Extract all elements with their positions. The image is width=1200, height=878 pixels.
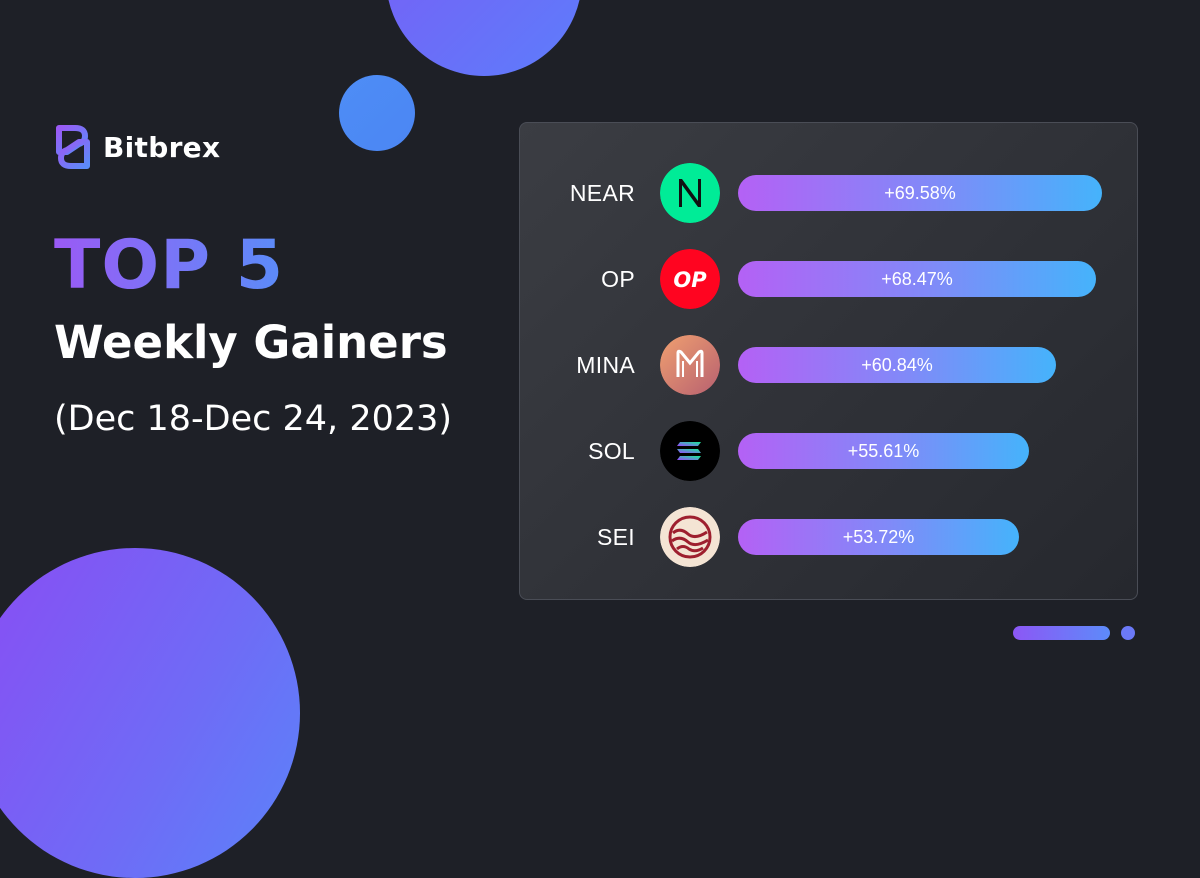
pager-dot-active[interactable] <box>1013 626 1110 640</box>
chart-row: SEI +53.72% <box>520 505 1137 569</box>
decorative-circle-top <box>386 0 582 76</box>
bar-category-label: OP <box>601 266 635 292</box>
solana-logo-icon <box>660 421 720 481</box>
gainers-chart-panel: NEAR +69.58% OP OP +68.47% MINA <box>519 122 1138 600</box>
subtitle: Weekly Gainers <box>54 316 448 369</box>
bar-category-label: SOL <box>588 438 635 464</box>
bar: +68.47% <box>738 261 1096 297</box>
svg-text:OP: OP <box>673 268 707 292</box>
bar-category-label: MINA <box>576 352 635 378</box>
bitbrex-logo-icon <box>56 125 90 169</box>
bar-data-label: +68.47% <box>881 269 953 289</box>
bar: +55.61% <box>738 433 1029 469</box>
decorative-circle-small <box>339 75 415 151</box>
pager-dot[interactable] <box>1121 626 1135 640</box>
chart-row: SOL +55.61% <box>520 419 1137 483</box>
bar-category-label: SEI <box>597 524 635 550</box>
bar-category-label: NEAR <box>569 180 635 206</box>
date-range: (Dec 18-Dec 24, 2023) <box>54 399 453 439</box>
chart-row: MINA +60.84% <box>520 333 1137 397</box>
decorative-circle-bottom <box>0 548 300 878</box>
chart-row: NEAR +69.58% <box>520 161 1137 225</box>
optimism-logo-icon: OP <box>660 249 720 309</box>
bar: +53.72% <box>738 519 1019 555</box>
sei-logo-icon <box>660 507 720 567</box>
bar: +69.58% <box>738 175 1102 211</box>
brand-name: Bitbrex <box>103 130 221 164</box>
mina-logo-icon <box>660 335 720 395</box>
headline: TOP 5 <box>54 226 285 305</box>
bar-data-label: +69.58% <box>884 183 956 203</box>
bar: +60.84% <box>738 347 1056 383</box>
chart-row: OP OP +68.47% <box>520 247 1137 311</box>
bar-data-label: +55.61% <box>847 441 920 461</box>
bar-data-label: +60.84% <box>861 355 933 375</box>
near-logo-icon <box>660 163 720 223</box>
bar-data-label: +53.72% <box>842 527 915 547</box>
brand-logo: Bitbrex <box>53 124 220 170</box>
